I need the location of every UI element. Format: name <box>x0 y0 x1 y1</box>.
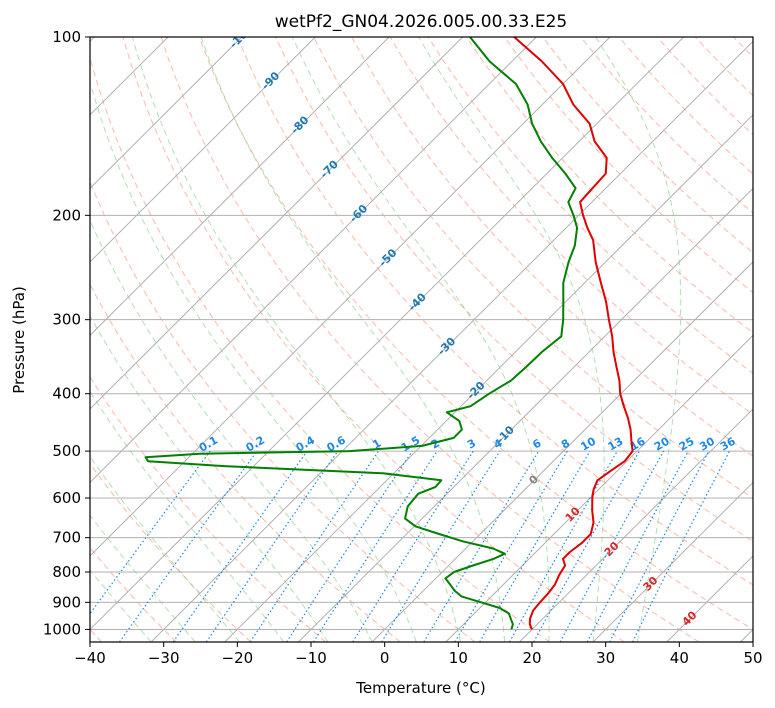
x-tick-label: 50 <box>743 649 762 667</box>
moist-adiabat <box>90 569 152 642</box>
dry-adiabat <box>160 37 700 642</box>
y-tick-label: 100 <box>52 28 81 46</box>
x-tick-label: 30 <box>596 649 615 667</box>
dry-adiabat <box>90 375 326 642</box>
isotherm-line <box>371 261 753 642</box>
mixing-ratio-line <box>533 450 640 642</box>
dry-adiabat <box>90 462 252 642</box>
dry-adiabats <box>90 37 753 642</box>
moist-adiabat <box>90 390 285 642</box>
data-series <box>144 37 634 630</box>
isotherm-line <box>90 37 316 263</box>
dry-adiabat <box>122 37 625 642</box>
isotherm-line <box>224 114 753 642</box>
x-tick-label: −40 <box>74 649 106 667</box>
y-axis-ticks: 100 200 300 400 500 600 700 800 900 1000 <box>43 28 90 638</box>
mixing-ratio-line <box>90 450 211 615</box>
dry-adiabat <box>198 37 753 630</box>
isotherm-line <box>90 37 537 484</box>
dry-adiabat <box>90 55 550 642</box>
y-tick-label: 800 <box>52 563 81 581</box>
mixing-ratio-line <box>381 450 501 642</box>
isotherm-line <box>298 187 753 642</box>
dry-adiabat <box>236 37 753 586</box>
mixing-ratio-line <box>352 450 474 642</box>
x-axis-label: Temperature (°C) <box>355 679 485 697</box>
x-tick-label: −10 <box>295 649 327 667</box>
mixing-ratio-labels: 0.1 0.2 0.4 0.6 1 1.5 2 3 4 6 8 10 13 16 20 25 30 36 <box>197 433 738 454</box>
y-tick-label: 1000 <box>43 620 81 638</box>
isotherm-line <box>592 481 753 642</box>
y-tick-label: 400 <box>52 385 81 403</box>
x-tick-label: −30 <box>148 649 180 667</box>
mixing-ratio-line <box>119 450 258 642</box>
moist-adiabat <box>90 314 329 642</box>
plot-frame <box>89 36 754 643</box>
mixing-ratio-line <box>286 450 413 642</box>
x-axis-ticks: −40 −30 −20 −10 0 10 20 30 40 50 <box>74 642 763 667</box>
x-tick-label: 10 <box>449 649 468 667</box>
moist-adiabat <box>418 37 605 642</box>
x-tick-label: −20 <box>222 649 254 667</box>
isotherm-line <box>445 334 753 642</box>
moist-adiabat <box>90 80 417 642</box>
moist-adiabat <box>90 218 373 642</box>
chart-title: wetPf2_GN04.2026.005.00.33.E25 <box>275 12 567 32</box>
y-tick-label: 500 <box>52 442 81 460</box>
isotherm-line <box>150 40 753 642</box>
moist-adiabat <box>90 455 240 642</box>
x-tick-label: 20 <box>522 649 541 667</box>
isotherm-line <box>90 37 464 410</box>
isotherm-line <box>90 37 611 557</box>
y-tick-label: 300 <box>52 311 81 329</box>
series-line-dewpoint <box>144 37 579 630</box>
moist-adiabat <box>595 37 682 642</box>
series-line-temperature <box>513 37 634 630</box>
dry-adiabat <box>275 37 753 542</box>
mixing-ratio-lines <box>90 450 731 642</box>
y-tick-label: 700 <box>52 529 81 547</box>
y-axis-label: Pressure (hPa) <box>10 286 28 394</box>
isobar-gridlines <box>90 37 753 630</box>
moist-adiabat <box>90 514 196 642</box>
isotherm-line <box>519 408 753 642</box>
isotherm-line <box>90 37 243 190</box>
isotherm-line <box>90 37 685 631</box>
moist-adiabat <box>291 37 550 642</box>
x-tick-label: 0 <box>380 649 390 667</box>
y-tick-label: 200 <box>52 206 81 224</box>
y-tick-label: 600 <box>52 489 81 507</box>
moist-adiabats <box>90 37 682 642</box>
y-tick-label: 900 <box>52 593 81 611</box>
dry-adiabat <box>503 37 753 294</box>
plot-area: -100-90-80-70-60-50-40-30-20-10010203040… <box>90 37 753 642</box>
mixing-ratio-line <box>632 450 731 642</box>
mixing-ratio-line <box>205 450 339 642</box>
moist-adiabat <box>200 37 506 642</box>
mixing-ratio-line <box>172 450 308 642</box>
mixing-ratio-line <box>559 450 665 642</box>
moist-adiabat <box>132 37 461 642</box>
x-tick-label: 40 <box>670 649 689 667</box>
mixing-ratio-line <box>249 450 379 642</box>
skewed-isotherms <box>90 37 753 642</box>
dry-adiabat <box>313 37 753 500</box>
mixing-ratio-line <box>312 450 438 642</box>
isotherm-line <box>90 37 390 337</box>
